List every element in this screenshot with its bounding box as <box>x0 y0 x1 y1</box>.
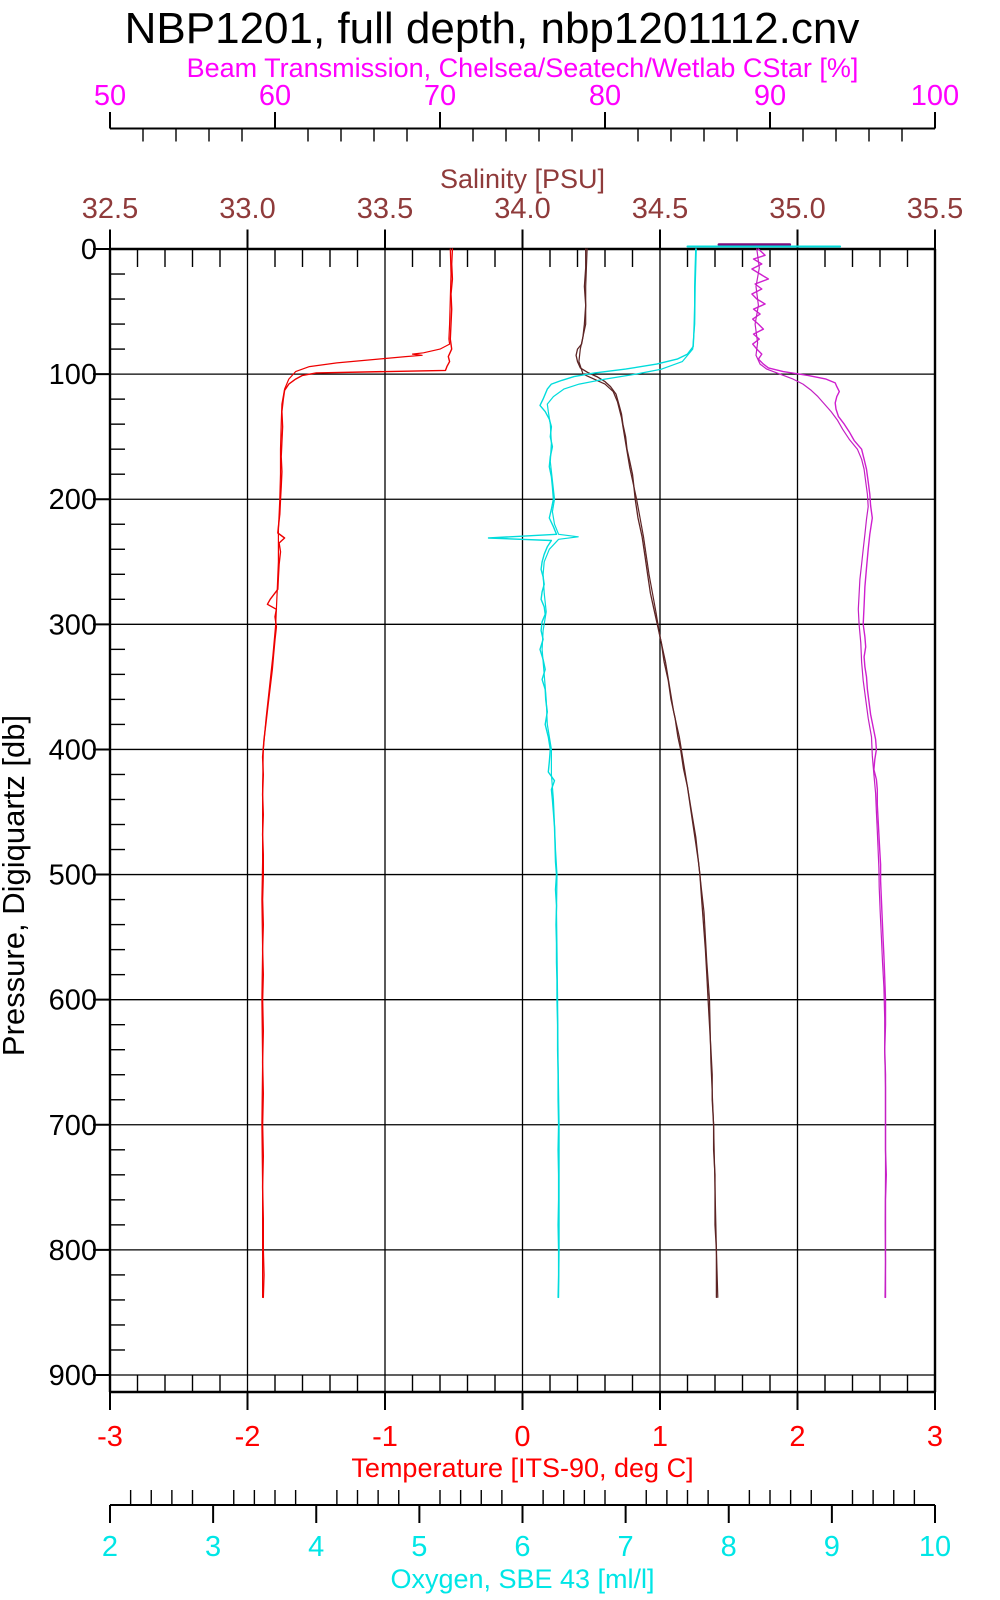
oxygen-tick-label: 2 <box>102 1531 118 1563</box>
oxygen-tick-label: 7 <box>618 1531 634 1563</box>
pressure-tick-label: 800 <box>49 1235 97 1267</box>
pressure-tick-label: 500 <box>49 860 97 892</box>
salinity-tick-label: 35.5 <box>907 193 963 225</box>
curve-temperature-upcast <box>261 248 452 1299</box>
pressure-tick-label: 700 <box>49 1110 97 1142</box>
salinity-tick-label: 34.5 <box>632 193 688 225</box>
pressure-tick-label: 400 <box>49 734 97 766</box>
curve-temperature-downcast <box>261 248 454 1299</box>
beam-tick-label: 100 <box>911 80 959 112</box>
salinity-tick-label: 32.5 <box>82 193 138 225</box>
beam-tick-label: 80 <box>589 80 621 112</box>
pressure-tick-label: 200 <box>49 484 97 516</box>
pressure-tick-label: 600 <box>49 985 97 1017</box>
salinity-tick-label: 35.0 <box>769 193 825 225</box>
oxygen-axis-label: Oxygen, SBE 43 [ml/l] <box>390 1564 654 1594</box>
oxygen-tick-label: 4 <box>308 1531 324 1563</box>
temperature-axis-label: Temperature [ITS-90, deg C] <box>351 1453 693 1483</box>
beam-tick-label: 70 <box>424 80 456 112</box>
temperature-tick-label: 3 <box>927 1421 943 1453</box>
plot-title: NBP1201, full depth, nbp1201112.cnv <box>125 4 860 53</box>
pressure-axis-label: Pressure, Digiquartz [db] <box>0 715 31 1056</box>
pressure-tick-label: 900 <box>49 1360 97 1392</box>
curve-salinity-upcast <box>578 248 719 1299</box>
temperature-tick-label: 0 <box>514 1421 530 1453</box>
oxygen-tick-label: 8 <box>721 1531 737 1563</box>
curve-oxygen-upcast <box>541 248 697 1299</box>
oxygen-tick-label: 3 <box>205 1531 221 1563</box>
pressure-tick-label: 100 <box>49 359 97 391</box>
oxygen-tick-label: 5 <box>411 1531 427 1563</box>
salinity-tick-label: 34.0 <box>494 193 550 225</box>
pressure-tick-label: 300 <box>49 609 97 641</box>
curve-salinity-downcast <box>575 248 718 1299</box>
temperature-tick-label: 1 <box>652 1421 668 1453</box>
oxygen-tick-label: 9 <box>824 1531 840 1563</box>
temperature-tick-label: 2 <box>789 1421 805 1453</box>
beam-tick-label: 90 <box>754 80 786 112</box>
salinity-tick-label: 33.5 <box>357 193 413 225</box>
temperature-tick-label: -2 <box>235 1421 261 1453</box>
temperature-tick-label: -3 <box>97 1421 123 1453</box>
beam-axis-label: Beam Transmission, Chelsea/Seatech/Wetla… <box>187 53 859 83</box>
pressure-tick-label: 0 <box>81 234 97 266</box>
salinity-tick-label: 33.0 <box>219 193 275 225</box>
salinity-axis-label: Salinity [PSU] <box>440 164 605 194</box>
curve-beam-transmission-upcast <box>754 248 887 1299</box>
curve-oxygen-downcast <box>487 248 697 1299</box>
curve-beam-transmission-downcast <box>751 248 887 1299</box>
beam-tick-label: 50 <box>94 80 126 112</box>
oxygen-tick-label: 10 <box>919 1531 951 1563</box>
oxygen-tick-label: 6 <box>514 1531 530 1563</box>
temperature-tick-label: -1 <box>372 1421 398 1453</box>
beam-tick-label: 60 <box>259 80 291 112</box>
